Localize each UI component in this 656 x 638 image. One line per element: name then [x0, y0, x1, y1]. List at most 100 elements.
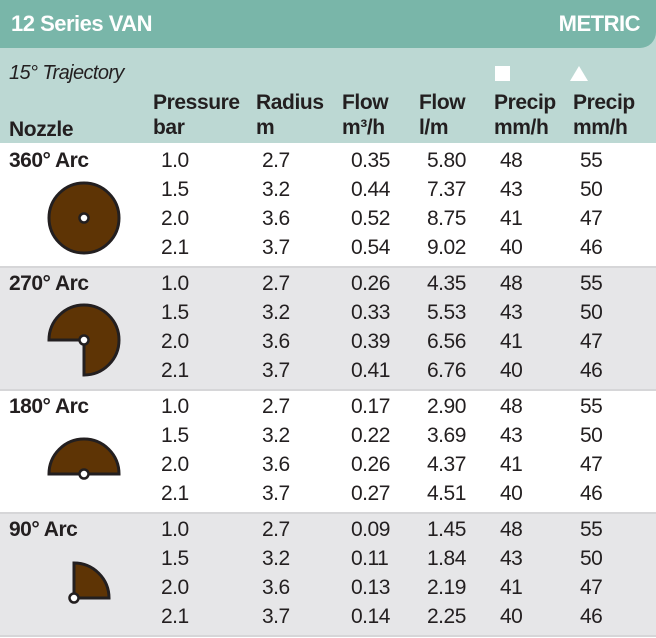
section-divider	[0, 266, 656, 268]
table-cell: 55	[580, 395, 603, 418]
table-cell: 0.22	[351, 424, 390, 447]
table-cell: 55	[580, 149, 603, 172]
nozzle-section-180: 180° Arc 1.0 2.7 0.17 2.90 48 55 1.5 3.2…	[0, 389, 656, 512]
column-header-text: m³/h	[342, 116, 385, 139]
table-cell: 0.17	[351, 395, 390, 418]
table-cell: 3.7	[262, 236, 290, 259]
table-cell: 1.0	[161, 272, 189, 295]
column-header-text: mm/h	[573, 116, 628, 139]
table-cell: 40	[500, 236, 523, 259]
column-header-pressure: Pressure bar	[153, 90, 240, 140]
table-cell: 0.41	[351, 359, 390, 382]
table-cell: 2.0	[161, 576, 189, 599]
table-cell: 50	[580, 547, 603, 570]
table-cell: 1.5	[161, 301, 189, 324]
table-cell: 2.7	[262, 395, 290, 418]
table-cell: 43	[500, 424, 523, 447]
table-cell: 2.7	[262, 518, 290, 541]
table-cell: 4.35	[427, 272, 466, 295]
table-cell: 46	[580, 359, 603, 382]
table-cell: 0.39	[351, 330, 390, 353]
table-bottom-border	[0, 635, 656, 638]
table-cell: 3.7	[262, 359, 290, 382]
column-header-flow-m3h: Flow m³/h	[342, 90, 389, 140]
arc-180-icon	[47, 437, 121, 480]
table-cell: 2.0	[161, 330, 189, 353]
nozzle-label: 90° Arc	[9, 518, 78, 541]
table-cell: 40	[500, 605, 523, 628]
column-header-text: Precip	[494, 91, 556, 114]
table-cell: 7.37	[427, 178, 466, 201]
column-header-precip-square: Precip mm/h	[494, 90, 556, 140]
table-cell: 0.26	[351, 272, 390, 295]
table-cell: 43	[500, 547, 523, 570]
table-cell: 1.45	[427, 518, 466, 541]
table-cell: 40	[500, 359, 523, 382]
table-cell: 2.0	[161, 207, 189, 230]
table-cell: 46	[580, 605, 603, 628]
section-divider	[0, 389, 656, 391]
table-cell: 48	[500, 272, 523, 295]
table-cell: 1.5	[161, 547, 189, 570]
table-cell: 2.1	[161, 605, 189, 628]
table-cell: 48	[500, 395, 523, 418]
table-cell: 2.90	[427, 395, 466, 418]
table-cell: 0.11	[351, 547, 389, 570]
table-cell: 2.7	[262, 149, 290, 172]
nozzle-label: 180° Arc	[9, 395, 89, 418]
table-cell: 46	[580, 482, 603, 505]
table-cell: 3.6	[262, 207, 290, 230]
table-cell: 4.37	[427, 453, 466, 476]
table-cell: 5.53	[427, 301, 466, 324]
triangle-spacing-icon	[570, 66, 588, 81]
table-cell: 47	[580, 453, 603, 476]
arc-270-icon	[47, 303, 121, 377]
column-header-text: mm/h	[494, 116, 549, 139]
nozzle-label: 270° Arc	[9, 272, 89, 295]
table-cell: 0.44	[351, 178, 390, 201]
table-cell: 0.52	[351, 207, 390, 230]
table-cell: 0.27	[351, 482, 390, 505]
table-cell: 1.5	[161, 424, 189, 447]
table-cell: 9.02	[427, 236, 466, 259]
column-header-text: Nozzle	[9, 118, 74, 141]
table-cell: 0.09	[351, 518, 390, 541]
table-cell: 46	[580, 236, 603, 259]
title-bar: 12 Series VAN METRIC	[0, 0, 656, 48]
column-header-band: 15° Trajectory Nozzle Pressure bar Radiu…	[0, 48, 656, 143]
table-cell: 41	[500, 576, 523, 599]
table-cell: 2.0	[161, 453, 189, 476]
table-cell: 0.35	[351, 149, 390, 172]
table-cell: 5.80	[427, 149, 466, 172]
table-cell: 41	[500, 330, 523, 353]
column-header-text: Flow	[419, 91, 466, 114]
table-cell: 6.76	[427, 359, 466, 382]
column-header-text: Precip	[573, 91, 635, 114]
table-cell: 3.6	[262, 453, 290, 476]
column-header-text: Pressure	[153, 91, 240, 114]
arc-90-icon	[68, 561, 111, 604]
table-cell: 55	[580, 518, 603, 541]
column-header-radius: Radius m	[256, 90, 324, 140]
column-header-text	[9, 92, 73, 117]
table-cell: 2.7	[262, 272, 290, 295]
table-cell: 3.7	[262, 482, 290, 505]
arc-360-icon	[47, 181, 121, 255]
table-cell: 1.5	[161, 178, 189, 201]
table-cell: 47	[580, 576, 603, 599]
column-header-text: Flow	[342, 91, 389, 114]
table-cell: 0.13	[351, 576, 390, 599]
table-cell: 3.2	[262, 547, 290, 570]
table-cell: 6.56	[427, 330, 466, 353]
table-cell: 8.75	[427, 207, 466, 230]
table-cell: 43	[500, 301, 523, 324]
table-cell: 0.14	[351, 605, 390, 628]
table-cell: 48	[500, 149, 523, 172]
table-cell: 47	[580, 330, 603, 353]
table-cell: 50	[580, 424, 603, 447]
table-cell: 3.2	[262, 301, 290, 324]
table-cell: 3.7	[262, 605, 290, 628]
table-cell: 48	[500, 518, 523, 541]
nozzle-label: 360° Arc	[9, 149, 89, 172]
column-header-text: Radius	[256, 91, 324, 114]
